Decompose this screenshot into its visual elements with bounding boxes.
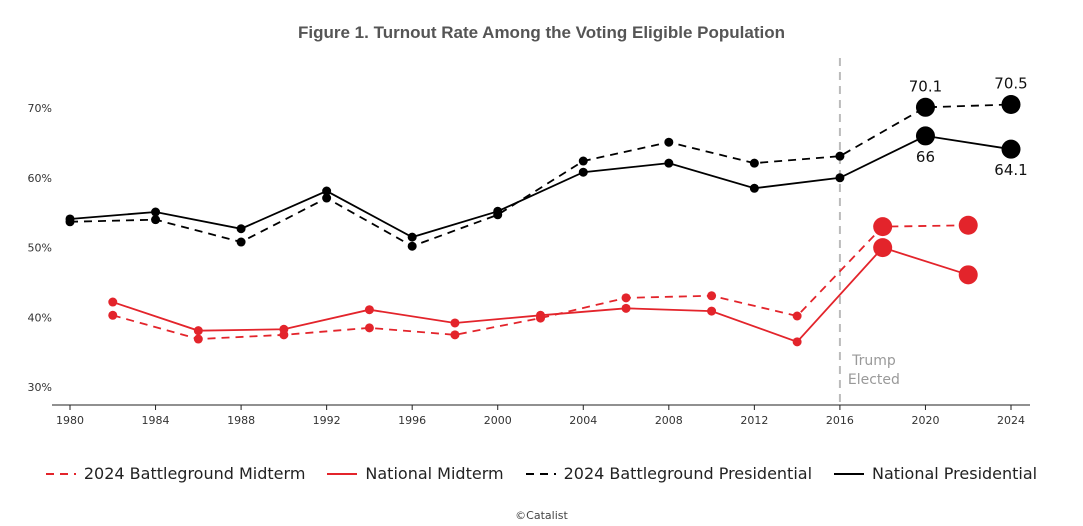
legend-label: 2024 Battleground Presidential: [563, 464, 813, 483]
legend-label: National Midterm: [365, 464, 504, 483]
legend-swatch: [327, 472, 358, 475]
legend-label: National Presidential: [872, 464, 1038, 483]
data-point: [193, 334, 203, 344]
x-tick-label: 1988: [227, 414, 255, 427]
data-point: [151, 215, 161, 225]
y-tick-label: 50%: [28, 242, 52, 255]
y-tick-label: 70%: [28, 102, 52, 115]
data-point: [193, 326, 203, 336]
credit: ©Catalist: [515, 509, 568, 522]
x-tick-label: 2004: [569, 414, 597, 427]
series-line-0: [112, 224, 969, 340]
chart-title: Figure 1. Turnout Rate Among the Voting …: [298, 23, 785, 42]
data-point: [151, 207, 161, 217]
data-label: 64.1: [994, 161, 1027, 179]
data-point: [450, 318, 460, 328]
data-point: [664, 158, 674, 168]
data-point: [108, 310, 118, 320]
x-tick-label: 1980: [56, 414, 84, 427]
x-tick-label: 2012: [740, 414, 768, 427]
legend-item: 2024 Battleground Midterm: [45, 464, 306, 483]
data-point: [749, 158, 759, 168]
data-point: [873, 217, 893, 237]
data-point: [450, 330, 460, 340]
x-tick-label: 2008: [655, 414, 683, 427]
data-point: [621, 303, 631, 313]
y-tick-label: 30%: [28, 381, 52, 394]
legend-item: National Presidential: [834, 464, 1037, 483]
series-line-2: [69, 103, 1012, 248]
x-tick-label: 1996: [398, 414, 426, 427]
data-point: [536, 310, 545, 320]
data-point: [958, 215, 978, 235]
data-point: [835, 151, 845, 161]
data-label: 70.1: [909, 77, 942, 95]
data-point: [364, 305, 374, 315]
data-point: [578, 167, 588, 177]
y-tick-label: 40%: [28, 311, 52, 324]
annotation-label: Elected: [848, 372, 900, 388]
data-point: [108, 297, 118, 307]
x-tick-label: 2000: [484, 414, 512, 427]
x-tick-label: 2024: [997, 414, 1025, 427]
data-point: [707, 291, 717, 301]
legend-swatch: [834, 472, 865, 475]
y-tick-label: 60%: [28, 172, 52, 185]
legend: 2024 Battleground Midterm National Midter…: [0, 464, 1083, 483]
data-point: [958, 265, 978, 285]
data-point: [707, 306, 717, 316]
data-point: [915, 97, 935, 117]
legend-label: 2024 Battleground Midterm: [83, 464, 306, 483]
data-point: [236, 237, 246, 247]
legend-swatch: [45, 472, 76, 475]
data-label: 66: [916, 148, 935, 166]
x-tick-label: 2020: [911, 414, 939, 427]
x-tick-label: 1992: [313, 414, 341, 427]
data-point: [621, 293, 631, 303]
data-point: [407, 232, 417, 242]
legend-item: 2024 Battleground Presidential: [525, 464, 813, 483]
data-point: [578, 156, 588, 166]
annotation-label: Trump: [851, 353, 896, 369]
data-label: 70.5: [994, 75, 1027, 93]
data-point: [407, 241, 417, 251]
data-point: [322, 186, 332, 196]
data-point: [65, 214, 75, 224]
data-point: [749, 183, 759, 193]
data-point: [364, 323, 374, 333]
data-point: [873, 238, 893, 258]
data-point: [1001, 139, 1021, 159]
series-line-3: [69, 134, 1012, 239]
x-tick-label: 1984: [142, 414, 170, 427]
data-point: [493, 206, 503, 216]
data-point: [792, 337, 802, 347]
data-point: [236, 224, 246, 234]
data-point: [279, 324, 289, 334]
x-tick-label: 2016: [826, 414, 854, 427]
legend-swatch: [525, 472, 556, 475]
data-point: [664, 137, 674, 147]
legend-item: National Midterm: [327, 464, 504, 483]
data-point: [322, 193, 332, 203]
data-point: [792, 311, 802, 321]
data-point: [915, 126, 935, 146]
data-point: [835, 173, 845, 183]
data-point: [1001, 95, 1021, 115]
